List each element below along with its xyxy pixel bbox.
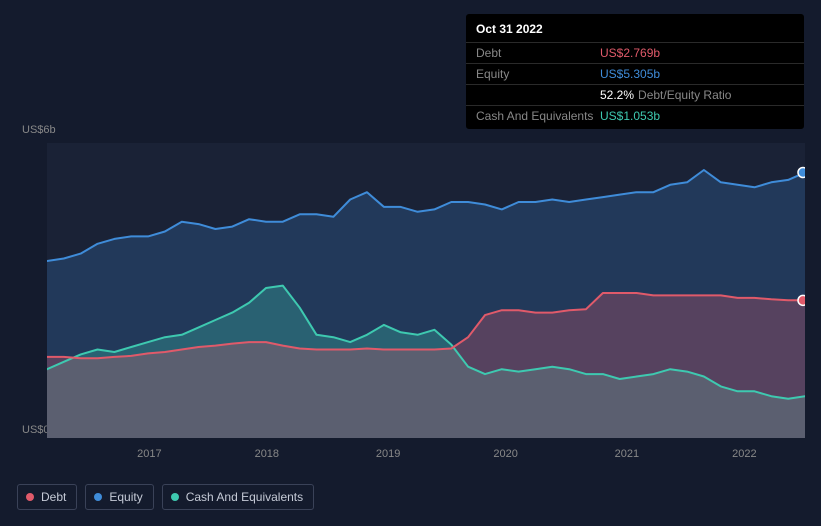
x-axis-tick: 2022 [732,448,756,460]
chart-tooltip: Oct 31 2022 DebtUS$2.769bEquityUS$5.305b… [466,14,804,129]
tooltip-row-value: US$1.053b [600,109,660,123]
tooltip-row-label: Equity [476,67,600,81]
tooltip-row-value: US$2.769b [600,46,660,60]
legend-dot-icon [94,493,102,501]
x-axis-tick: 2017 [137,448,161,460]
y-axis-top-label: US$6b [22,124,56,136]
legend-label: Equity [109,490,142,504]
tooltip-row-value: US$5.305b [600,67,660,81]
chart-area[interactable] [47,143,805,438]
tooltip-row: Cash And EquivalentsUS$1.053b [466,106,804,129]
x-axis-tick: 2021 [615,448,639,460]
area-chart-svg [47,143,805,438]
x-axis-tick: 2018 [255,448,279,460]
tooltip-row: DebtUS$2.769b [466,43,804,64]
legend-label: Cash And Equivalents [186,490,303,504]
x-axis-tick: 2020 [493,448,517,460]
legend-label: Debt [41,490,66,504]
legend-item[interactable]: Equity [85,484,153,510]
tooltip-row: EquityUS$5.305b [466,64,804,85]
tooltip-date: Oct 31 2022 [466,14,804,43]
tooltip-row-value: 52.2% [600,88,634,102]
tooltip-row-label: Debt [476,46,600,60]
x-axis: 2017 2018 2019 2020 2021 2022 [47,448,805,468]
x-axis-tick: 2019 [376,448,400,460]
legend-item[interactable]: Cash And Equivalents [162,484,314,510]
tooltip-row-label: Cash And Equivalents [476,109,600,123]
legend-dot-icon [171,493,179,501]
tooltip-row-suffix: Debt/Equity Ratio [638,88,731,102]
legend-item[interactable]: Debt [17,484,77,510]
legend: Debt Equity Cash And Equivalents [17,484,314,510]
y-axis-bottom-label: US$0 [22,424,50,436]
tooltip-row: 52.2% Debt/Equity Ratio [466,85,804,106]
legend-dot-icon [26,493,34,501]
